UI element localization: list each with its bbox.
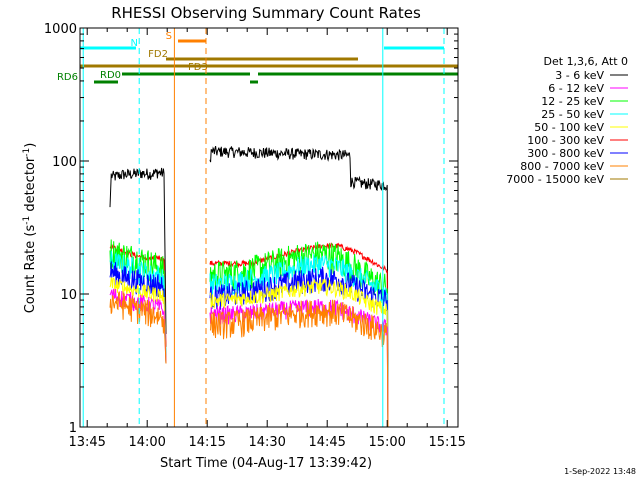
series-line-50-100keV (209, 279, 389, 428)
y-tick-label: 1 (69, 421, 77, 436)
x-tick-label: 14:15 (188, 435, 225, 450)
flag-label-rd0: RD0 (100, 70, 121, 81)
flag-label-fd3: FD3 (188, 62, 208, 73)
legend-label: 50 - 100 keV (534, 121, 604, 134)
y-axis-label-main: Count Rate (s (23, 225, 38, 314)
x-tick-label: 14:00 (128, 435, 165, 450)
chart-title: RHESSI Observing Summary Count Rates (111, 4, 421, 22)
series-line-3-6keV (109, 167, 167, 335)
legend-label: 800 - 7000 keV (520, 160, 604, 173)
legend-label: 12 - 25 keV (541, 95, 604, 108)
flag-label-s: S (166, 31, 172, 42)
legend-label: 3 - 6 keV (555, 69, 604, 82)
x-tick-label: 13:45 (68, 435, 105, 450)
legend-label: 300 - 800 keV (527, 147, 604, 160)
data-series (109, 145, 389, 428)
y-axis-label-end: ) (23, 143, 38, 148)
legend-label: 25 - 50 keV (541, 108, 604, 121)
series-line-800-7000keV (109, 291, 167, 364)
series-line-50-100keV (109, 276, 167, 364)
legend-label: 100 - 300 keV (527, 134, 604, 147)
series-line-25-50keV (209, 253, 389, 428)
x-tick-label: 14:30 (248, 435, 285, 450)
x-axis-label: Start Time (04-Aug-17 13:39:42) (160, 456, 372, 471)
y-tick-label: 100 (52, 155, 77, 170)
flag-label-rd6: RD6 (57, 72, 78, 83)
x-tick-label: 15:00 (368, 435, 405, 450)
x-tick-label: 14:45 (308, 435, 345, 450)
legend-label: 6 - 12 keV (548, 82, 604, 95)
legend-header: Det 1,3,6, Att 0 (544, 55, 628, 68)
y-axis-label-sup2: -1 (22, 148, 32, 157)
y-axis-ticks: 1 10 100 1000 (44, 22, 458, 436)
y-tick-label: 10 (60, 288, 77, 303)
series-line-6-12keV (109, 288, 167, 364)
series-line-800-7000keV (209, 299, 389, 428)
flag-bars: N S FD2 FD3 RD0 RD6 (57, 31, 458, 84)
series-line-3-6keV (209, 145, 389, 428)
y-axis-label: Count Rate (s-1 detector-1) (22, 143, 38, 314)
flag-label-fd2: FD2 (148, 49, 168, 60)
footer-timestamp: 1-Sep-2022 13:48 (564, 467, 636, 476)
x-axis-ticks: 13:45 14:00 14:15 14:30 14:45 15:00 15:15 (68, 28, 466, 450)
y-axis-label-sup1: -1 (22, 216, 32, 225)
x-tick-label: 15:15 (428, 435, 465, 450)
series-line-25-50keV (109, 250, 167, 364)
y-axis-label-mid: detector (23, 156, 38, 216)
y-tick-label: 1000 (44, 22, 77, 37)
plot-frame (79, 27, 459, 428)
vertical-markers (82, 28, 445, 427)
flag-label-n: N (131, 38, 138, 49)
legend-label: 7000 - 15000 keV (506, 173, 604, 186)
series-line-100-300keV (209, 242, 389, 428)
